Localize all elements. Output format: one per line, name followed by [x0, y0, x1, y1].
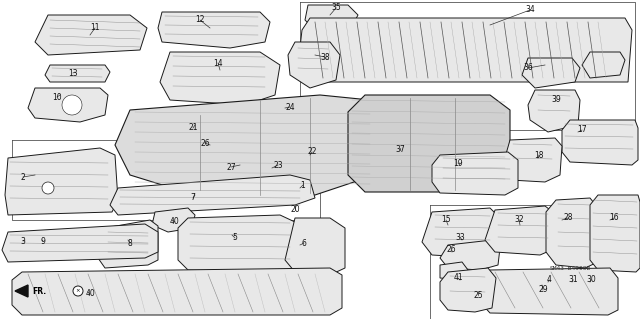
Polygon shape — [35, 15, 147, 55]
Text: 37: 37 — [395, 145, 405, 154]
Polygon shape — [152, 208, 195, 232]
Text: 20: 20 — [290, 205, 300, 214]
Text: 14: 14 — [213, 58, 223, 68]
Text: SM43-B4900B: SM43-B4900B — [549, 265, 591, 271]
Polygon shape — [305, 5, 358, 35]
Text: 33: 33 — [455, 233, 465, 241]
Polygon shape — [562, 120, 638, 165]
Polygon shape — [110, 175, 315, 215]
Text: 17: 17 — [577, 125, 587, 135]
Text: 40: 40 — [85, 290, 95, 299]
Polygon shape — [15, 285, 28, 297]
Text: 31: 31 — [568, 276, 578, 285]
Circle shape — [42, 182, 54, 194]
Text: 18: 18 — [534, 151, 544, 160]
Text: 6: 6 — [301, 239, 307, 248]
Polygon shape — [178, 215, 300, 272]
Text: 30: 30 — [586, 276, 596, 285]
Text: 26: 26 — [446, 246, 456, 255]
Polygon shape — [115, 95, 385, 198]
Polygon shape — [440, 240, 500, 270]
Polygon shape — [528, 90, 580, 132]
Text: FR.: FR. — [32, 286, 46, 295]
Text: 11: 11 — [90, 24, 100, 33]
Text: 21: 21 — [188, 123, 198, 132]
Text: 2: 2 — [20, 173, 26, 182]
Text: 28: 28 — [563, 213, 573, 222]
Text: 22: 22 — [307, 147, 317, 157]
Polygon shape — [348, 95, 510, 192]
Text: 26: 26 — [200, 138, 210, 147]
Text: 8: 8 — [127, 239, 132, 248]
Text: 19: 19 — [453, 159, 463, 167]
Polygon shape — [546, 198, 598, 268]
Text: 3: 3 — [20, 236, 26, 246]
Polygon shape — [288, 42, 340, 88]
Circle shape — [73, 286, 83, 296]
Circle shape — [62, 95, 82, 115]
Text: 9: 9 — [40, 236, 45, 246]
Polygon shape — [158, 12, 270, 48]
Text: 12: 12 — [195, 16, 205, 25]
Polygon shape — [522, 58, 580, 88]
Text: 16: 16 — [609, 213, 619, 222]
Text: ×: × — [76, 288, 80, 293]
Text: 41: 41 — [453, 273, 463, 283]
Text: 38: 38 — [320, 53, 330, 62]
Text: 4: 4 — [547, 276, 552, 285]
Polygon shape — [160, 52, 280, 105]
Text: 36: 36 — [523, 63, 533, 72]
Polygon shape — [285, 218, 345, 275]
Polygon shape — [590, 195, 640, 272]
Polygon shape — [480, 268, 618, 315]
Polygon shape — [485, 206, 558, 255]
Polygon shape — [440, 268, 496, 312]
Text: 34: 34 — [525, 5, 535, 14]
Text: 25: 25 — [473, 291, 483, 300]
Text: 24: 24 — [285, 102, 295, 112]
Text: 29: 29 — [538, 286, 548, 294]
Text: 27: 27 — [226, 162, 236, 172]
Text: 23: 23 — [273, 160, 283, 169]
Polygon shape — [2, 224, 158, 262]
Polygon shape — [422, 208, 500, 258]
Text: 35: 35 — [331, 4, 341, 12]
Polygon shape — [45, 65, 110, 82]
Text: 10: 10 — [52, 93, 62, 101]
Polygon shape — [502, 138, 562, 182]
Polygon shape — [28, 88, 108, 122]
Text: 1: 1 — [301, 181, 305, 189]
Polygon shape — [440, 262, 468, 280]
Text: 5: 5 — [232, 234, 237, 242]
Text: 7: 7 — [191, 194, 195, 203]
Text: 13: 13 — [68, 69, 78, 78]
Polygon shape — [5, 148, 118, 215]
Text: 40: 40 — [170, 218, 180, 226]
Polygon shape — [98, 220, 158, 268]
Polygon shape — [432, 152, 518, 195]
Polygon shape — [12, 268, 342, 315]
Polygon shape — [298, 18, 632, 82]
Text: 15: 15 — [441, 216, 451, 225]
Text: 39: 39 — [551, 95, 561, 105]
Text: 32: 32 — [514, 216, 524, 225]
Polygon shape — [582, 52, 625, 78]
